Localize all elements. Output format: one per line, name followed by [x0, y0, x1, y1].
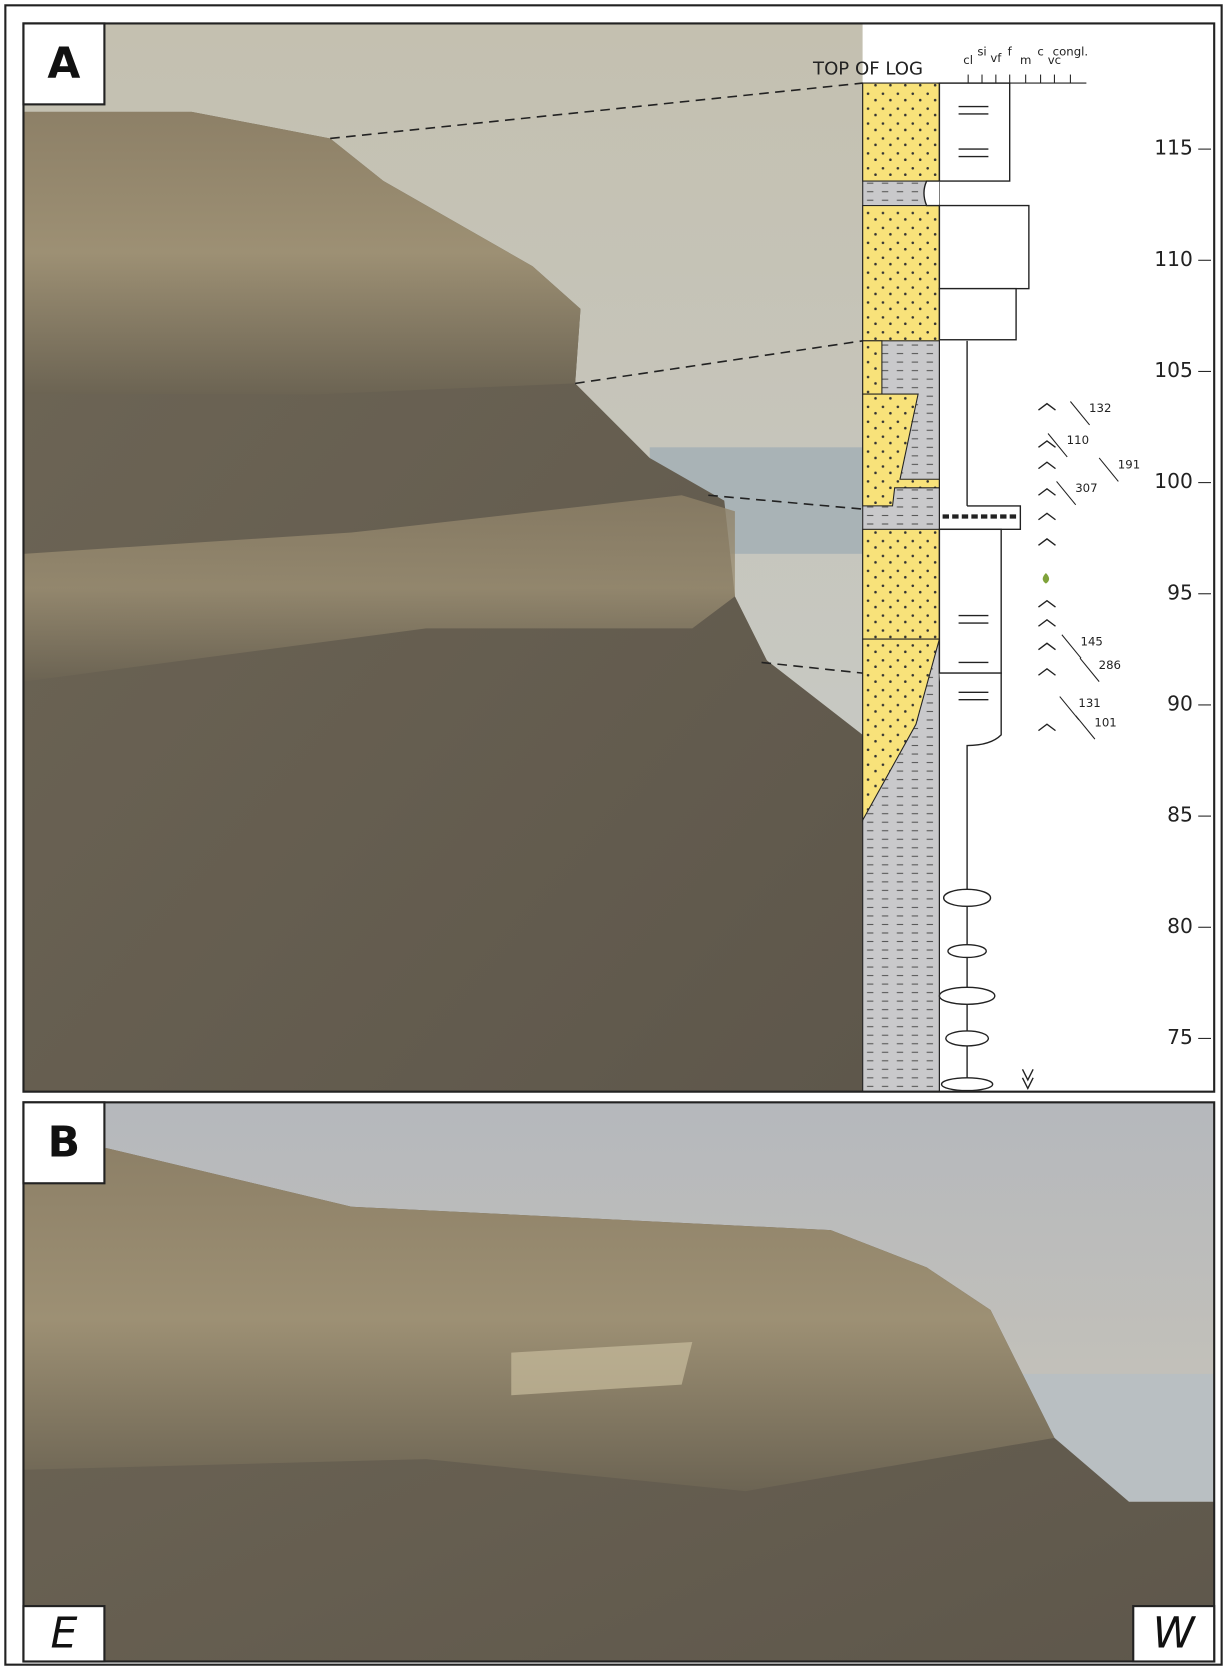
paleocurrent-label: 110	[1067, 433, 1089, 447]
grain-size-label: si	[977, 44, 986, 58]
paleocurrent-label: 132	[1089, 401, 1111, 415]
panel-label: A	[47, 39, 80, 89]
direction-label: W	[1153, 1608, 1197, 1658]
depth-label: 95	[1167, 580, 1193, 604]
paleocurrent-label: 131	[1078, 696, 1100, 710]
grain-size-label: cl	[963, 53, 973, 67]
panel-label: B	[48, 1117, 80, 1167]
depth-label: 85	[1167, 803, 1193, 827]
paleocurrent-label: 307	[1075, 481, 1097, 495]
paleocurrent-label: 145	[1081, 634, 1103, 648]
depth-label: 100	[1154, 469, 1193, 493]
depth-label: 80	[1167, 914, 1193, 938]
top-of-log-label: TOP OF LOG	[812, 59, 923, 80]
grain-size-label: vf	[990, 51, 1002, 65]
grain-size-label: congl.	[1053, 44, 1088, 58]
paleocurrent-label: 101	[1094, 715, 1116, 729]
depth-label: 90	[1167, 691, 1193, 715]
paleocurrent-label: 286	[1099, 658, 1121, 672]
figure: TOP OF LOG clsivffmcvccongl. 75808590951…	[0, 0, 1227, 1670]
depth-label: 115	[1154, 136, 1193, 160]
grain-size-label: c	[1037, 44, 1043, 58]
depth-label: 110	[1154, 247, 1193, 271]
grain-size-label: m	[1020, 53, 1031, 67]
paleocurrent-label: 191	[1118, 458, 1140, 472]
depth-label: 75	[1167, 1025, 1193, 1049]
photo-a	[23, 23, 862, 1091]
photo-b	[23, 1102, 1214, 1661]
depth-label: 105	[1154, 358, 1193, 382]
direction-label: E	[50, 1608, 77, 1658]
